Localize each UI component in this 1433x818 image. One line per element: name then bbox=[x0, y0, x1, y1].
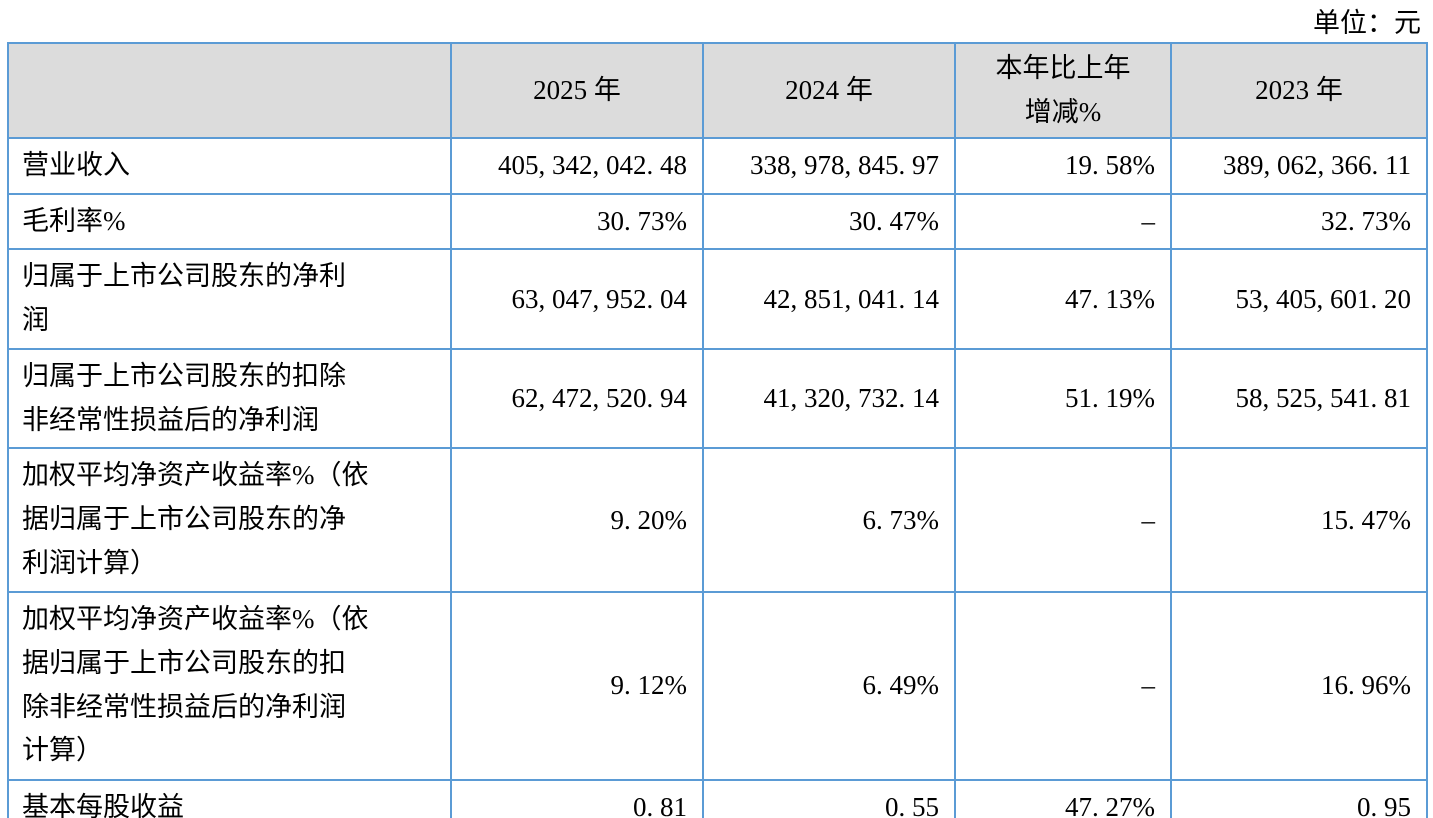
header-cell-empty bbox=[7, 42, 452, 139]
value-2025: 9. 12% bbox=[450, 590, 704, 781]
value-change: 51. 19% bbox=[954, 347, 1172, 450]
row-label: 营业收入 bbox=[7, 137, 452, 195]
financial-summary-table: 2025 年 2024 年 本年比上年 增减% 2023 年 营业收入 405,… bbox=[7, 42, 1428, 818]
value-change: – bbox=[954, 447, 1172, 593]
header-cell-2023: 2023 年 bbox=[1170, 42, 1428, 139]
table-row-weighted-roe: 加权平均净资产收益率%（依 据归属于上市公司股东的净 利润计算） 9. 20% … bbox=[7, 447, 1428, 593]
table-header-row: 2025 年 2024 年 本年比上年 增减% 2023 年 bbox=[7, 42, 1428, 139]
value-2023: 32. 73% bbox=[1170, 192, 1428, 251]
value-2024: 6. 73% bbox=[702, 447, 956, 593]
table-row-net-profit: 归属于上市公司股东的净利 润 63, 047, 952. 04 42, 851,… bbox=[7, 248, 1428, 350]
value-change: – bbox=[954, 590, 1172, 781]
table-row-net-profit-deducted: 归属于上市公司股东的扣除 非经常性损益后的净利润 62, 472, 520. 9… bbox=[7, 347, 1428, 450]
unit-label: 单位：元 bbox=[1313, 8, 1421, 38]
value-2023: 58, 525, 541. 81 bbox=[1170, 347, 1428, 450]
value-2025: 62, 472, 520. 94 bbox=[450, 347, 704, 450]
value-2025: 405, 342, 042. 48 bbox=[450, 137, 704, 195]
table-row-weighted-roe-deducted: 加权平均净资产收益率%（依 据归属于上市公司股东的扣 除非经常性损益后的净利润 … bbox=[7, 590, 1428, 781]
table-row-revenue: 营业收入 405, 342, 042. 48 338, 978, 845. 97… bbox=[7, 137, 1428, 195]
value-2024: 6. 49% bbox=[702, 590, 956, 781]
value-2024: 338, 978, 845. 97 bbox=[702, 137, 956, 195]
value-2024: 30. 47% bbox=[702, 192, 956, 251]
header-cell-2025: 2025 年 bbox=[450, 42, 704, 139]
row-label: 归属于上市公司股东的净利 润 bbox=[7, 248, 452, 350]
value-2023: 15. 47% bbox=[1170, 447, 1428, 593]
value-change: 47. 27% bbox=[954, 778, 1172, 818]
row-label: 加权平均净资产收益率%（依 据归属于上市公司股东的扣 除非经常性损益后的净利润 … bbox=[7, 590, 452, 781]
value-2023: 16. 96% bbox=[1170, 590, 1428, 781]
row-label: 加权平均净资产收益率%（依 据归属于上市公司股东的净 利润计算） bbox=[7, 447, 452, 593]
value-2023: 0. 95 bbox=[1170, 778, 1428, 818]
value-2025: 30. 73% bbox=[450, 192, 704, 251]
table-row-gross-margin: 毛利率% 30. 73% 30. 47% – 32. 73% bbox=[7, 192, 1428, 251]
row-label: 归属于上市公司股东的扣除 非经常性损益后的净利润 bbox=[7, 347, 452, 450]
table-row-basic-eps: 基本每股收益 0. 81 0. 55 47. 27% 0. 95 bbox=[7, 778, 1428, 818]
value-change: – bbox=[954, 192, 1172, 251]
value-change: 19. 58% bbox=[954, 137, 1172, 195]
value-2024: 0. 55 bbox=[702, 778, 956, 818]
header-cell-change: 本年比上年 增减% bbox=[954, 42, 1172, 139]
value-2025: 9. 20% bbox=[450, 447, 704, 593]
value-2025: 0. 81 bbox=[450, 778, 704, 818]
row-label: 毛利率% bbox=[7, 192, 452, 251]
value-2024: 42, 851, 041. 14 bbox=[702, 248, 956, 350]
value-change: 47. 13% bbox=[954, 248, 1172, 350]
value-2023: 389, 062, 366. 11 bbox=[1170, 137, 1428, 195]
value-2025: 63, 047, 952. 04 bbox=[450, 248, 704, 350]
value-2024: 41, 320, 732. 14 bbox=[702, 347, 956, 450]
header-cell-2024: 2024 年 bbox=[702, 42, 956, 139]
value-2023: 53, 405, 601. 20 bbox=[1170, 248, 1428, 350]
row-label: 基本每股收益 bbox=[7, 778, 452, 818]
